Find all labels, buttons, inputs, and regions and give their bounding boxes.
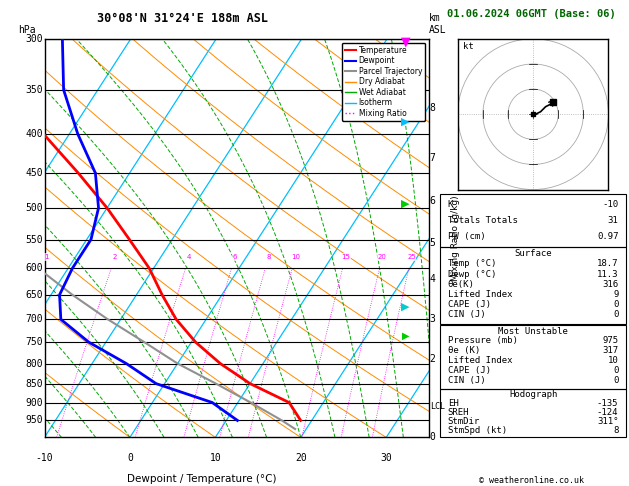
Text: SREH: SREH [448,408,469,417]
Text: 8: 8 [613,426,618,435]
Text: hPa: hPa [18,25,36,35]
Text: PW (cm): PW (cm) [448,232,486,241]
Text: -10: -10 [603,200,618,209]
Text: 316: 316 [603,279,618,289]
Text: Dewp (°C): Dewp (°C) [448,270,496,278]
Text: Most Unstable: Most Unstable [498,327,568,335]
Text: 01.06.2024 06GMT (Base: 06): 01.06.2024 06GMT (Base: 06) [447,9,616,19]
Legend: Temperature, Dewpoint, Parcel Trajectory, Dry Adiabat, Wet Adiabat, Isotherm, Mi: Temperature, Dewpoint, Parcel Trajectory… [342,43,425,121]
Text: θe (K): θe (K) [448,346,480,355]
Text: ▼: ▼ [401,35,411,49]
Text: EH: EH [448,399,459,408]
Text: 0: 0 [613,366,618,375]
Text: 6: 6 [233,254,237,260]
Text: 550: 550 [26,235,43,244]
Text: 25: 25 [407,254,416,260]
Text: 6: 6 [430,196,436,206]
Text: Pressure (mb): Pressure (mb) [448,336,518,345]
Text: 31: 31 [608,216,618,225]
Text: 20: 20 [295,453,307,463]
Text: θe(K): θe(K) [448,279,475,289]
Text: StmDir: StmDir [448,417,480,426]
Text: 10: 10 [608,356,618,365]
Text: Hodograph: Hodograph [509,390,557,399]
Text: 850: 850 [26,379,43,389]
Bar [440,325,626,389]
Text: Mixing Ratio (g/kg): Mixing Ratio (g/kg) [452,195,460,281]
Text: ▶: ▶ [402,330,409,340]
Text: 18.7: 18.7 [597,260,618,268]
Text: 30°08'N 31°24'E 188m ASL: 30°08'N 31°24'E 188m ASL [97,12,268,25]
Text: 0: 0 [613,310,618,319]
Text: K: K [448,200,453,209]
Text: CIN (J): CIN (J) [448,376,486,385]
Text: 4: 4 [430,274,436,284]
Text: 11.3: 11.3 [597,270,618,278]
Text: Surface: Surface [515,249,552,259]
Text: Temp (°C): Temp (°C) [448,260,496,268]
Text: StmSpd (kt): StmSpd (kt) [448,426,507,435]
Text: 30: 30 [381,453,392,463]
Text: 300: 300 [26,34,43,44]
Text: 3: 3 [430,314,436,324]
Text: 8: 8 [266,254,270,260]
Text: Dewpoint / Temperature (°C): Dewpoint / Temperature (°C) [126,473,276,484]
Text: 950: 950 [26,416,43,425]
Bar [440,194,626,246]
Text: 20: 20 [378,254,387,260]
Text: 450: 450 [26,168,43,178]
Text: 4: 4 [187,254,191,260]
Text: 600: 600 [26,263,43,273]
Bar [440,247,626,325]
Text: 2: 2 [430,354,436,364]
Text: LCL: LCL [430,402,445,411]
Bar [440,389,626,437]
Text: CAPE (J): CAPE (J) [448,300,491,309]
Text: 800: 800 [26,359,43,368]
Text: kt: kt [463,42,474,51]
Text: 7: 7 [430,153,436,163]
Text: 0: 0 [613,300,618,309]
Text: 975: 975 [603,336,618,345]
Text: ▶: ▶ [401,301,410,311]
Text: 1: 1 [44,254,48,260]
Text: -10: -10 [36,453,53,463]
Text: 900: 900 [26,398,43,408]
Text: 650: 650 [26,290,43,300]
Text: km
ASL: km ASL [429,13,447,35]
Text: 0: 0 [613,376,618,385]
Text: ▶: ▶ [401,199,410,209]
Text: 700: 700 [26,314,43,324]
Text: 0: 0 [430,432,436,442]
Text: 10: 10 [291,254,300,260]
Text: 2: 2 [113,254,117,260]
Text: 15: 15 [341,254,350,260]
Text: 311°: 311° [597,417,618,426]
Text: -124: -124 [597,408,618,417]
Text: CIN (J): CIN (J) [448,310,486,319]
Text: ▶: ▶ [401,117,410,126]
Text: -135: -135 [597,399,618,408]
Text: 8: 8 [430,104,436,113]
Text: 350: 350 [26,85,43,95]
Text: Lifted Index: Lifted Index [448,290,512,299]
Text: © weatheronline.co.uk: © weatheronline.co.uk [479,476,584,485]
Text: 317: 317 [603,346,618,355]
Text: 10: 10 [209,453,221,463]
Text: 0.97: 0.97 [597,232,618,241]
Text: 750: 750 [26,337,43,347]
Text: 500: 500 [26,203,43,213]
Text: Totals Totals: Totals Totals [448,216,518,225]
Text: 5: 5 [430,238,436,247]
Text: 9: 9 [613,290,618,299]
Text: CAPE (J): CAPE (J) [448,366,491,375]
Text: 0: 0 [127,453,133,463]
Text: 400: 400 [26,129,43,139]
Text: Lifted Index: Lifted Index [448,356,512,365]
